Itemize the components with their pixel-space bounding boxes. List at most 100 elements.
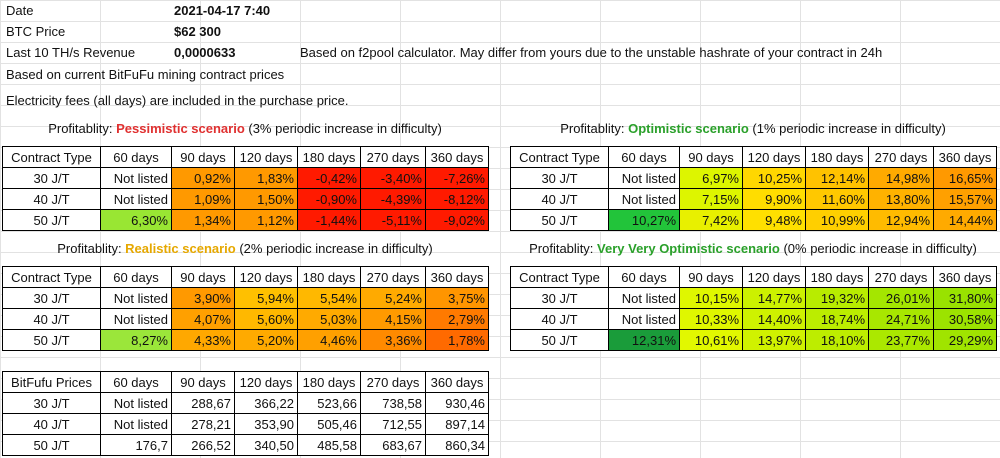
header-cell[interactable]: 90 days [171, 146, 235, 168]
value-cell[interactable]: -8,12% [425, 188, 489, 210]
row-label-cell[interactable]: 40 J/T [2, 413, 101, 435]
value-cell[interactable]: 11,60% [805, 188, 869, 210]
value-cell[interactable]: 278,21 [171, 413, 235, 435]
value-cell[interactable]: 930,46 [425, 392, 489, 414]
value-cell[interactable]: 9,48% [742, 209, 806, 231]
value-cell[interactable]: 26,01% [868, 287, 934, 309]
value-cell[interactable]: Not listed [608, 188, 680, 210]
header-cell[interactable]: 360 days [933, 146, 997, 168]
value-cell[interactable]: -0,42% [297, 167, 361, 189]
header-cell[interactable]: 90 days [171, 266, 235, 288]
value-cell[interactable]: -5,11% [360, 209, 426, 231]
btc-price-value[interactable]: $62 300 [174, 24, 221, 39]
value-cell[interactable]: 13,80% [868, 188, 934, 210]
header-cell[interactable]: 120 days [234, 146, 298, 168]
header-cell[interactable]: 270 days [360, 371, 426, 393]
value-cell[interactable]: 1,34% [171, 209, 235, 231]
header-cell[interactable]: 270 days [360, 266, 426, 288]
value-cell[interactable]: 738,58 [360, 392, 426, 414]
header-cell[interactable]: 60 days [100, 266, 172, 288]
value-cell[interactable]: 5,24% [360, 287, 426, 309]
value-cell[interactable]: 4,15% [360, 308, 426, 330]
value-cell[interactable]: 10,25% [742, 167, 806, 189]
value-cell[interactable]: -3,40% [360, 167, 426, 189]
value-cell[interactable]: Not listed [100, 287, 172, 309]
row-label-cell[interactable]: 50 J/T [510, 329, 609, 351]
value-cell[interactable]: 5,03% [297, 308, 361, 330]
value-cell[interactable]: 4,33% [171, 329, 235, 351]
value-cell[interactable]: 9,90% [742, 188, 806, 210]
value-cell[interactable]: 1,12% [234, 209, 298, 231]
header-cell[interactable]: 180 days [805, 146, 869, 168]
value-cell[interactable]: 3,36% [360, 329, 426, 351]
header-cell[interactable]: 360 days [425, 266, 489, 288]
header-cell[interactable]: BitFufu Prices [2, 371, 101, 393]
value-cell[interactable]: Not listed [100, 188, 172, 210]
value-cell[interactable]: 10,27% [608, 209, 680, 231]
value-cell[interactable]: 860,34 [425, 434, 489, 456]
value-cell[interactable]: Not listed [608, 167, 680, 189]
value-cell[interactable]: 30,58% [933, 308, 997, 330]
value-cell[interactable]: 6,30% [100, 209, 172, 231]
row-label-cell[interactable]: 50 J/T [510, 209, 609, 231]
electricity-note[interactable]: Electricity fees (all days) are included… [6, 93, 349, 108]
row-label-cell[interactable]: 40 J/T [2, 308, 101, 330]
header-cell[interactable]: Contract Type [510, 266, 609, 288]
value-cell[interactable]: 4,46% [297, 329, 361, 351]
value-cell[interactable]: 712,55 [360, 413, 426, 435]
value-cell[interactable]: 14,98% [868, 167, 934, 189]
btc-price-label[interactable]: BTC Price [6, 24, 66, 39]
revenue-note[interactable]: Based on f2pool calculator. May differ f… [300, 45, 883, 60]
row-label-cell[interactable]: 40 J/T [510, 188, 609, 210]
row-label-cell[interactable]: 50 J/T [2, 329, 101, 351]
value-cell[interactable]: 23,77% [868, 329, 934, 351]
value-cell[interactable]: 1,50% [234, 188, 298, 210]
value-cell[interactable]: 12,31% [608, 329, 680, 351]
row-label-cell[interactable]: 40 J/T [2, 188, 101, 210]
value-cell[interactable]: 0,92% [171, 167, 235, 189]
header-cell[interactable]: 270 days [360, 146, 426, 168]
value-cell[interactable]: Not listed [100, 308, 172, 330]
header-cell[interactable]: 120 days [234, 266, 298, 288]
value-cell[interactable]: 29,29% [933, 329, 997, 351]
header-cell[interactable]: 90 days [679, 146, 743, 168]
value-cell[interactable]: -4,39% [360, 188, 426, 210]
value-cell[interactable]: 7,15% [679, 188, 743, 210]
value-cell[interactable]: 14,44% [933, 209, 997, 231]
value-cell[interactable]: 897,14 [425, 413, 489, 435]
header-cell[interactable]: 90 days [171, 371, 235, 393]
header-cell[interactable]: 360 days [933, 266, 997, 288]
value-cell[interactable]: 14,77% [742, 287, 806, 309]
header-cell[interactable]: 180 days [297, 266, 361, 288]
row-label-cell[interactable]: 30 J/T [510, 167, 609, 189]
value-cell[interactable]: 1,78% [425, 329, 489, 351]
value-cell[interactable]: 266,52 [171, 434, 235, 456]
row-label-cell[interactable]: 50 J/T [2, 434, 101, 456]
header-cell[interactable]: Contract Type [510, 146, 609, 168]
value-cell[interactable]: 523,66 [297, 392, 361, 414]
header-cell[interactable]: 360 days [425, 146, 489, 168]
header-cell[interactable]: 60 days [608, 266, 680, 288]
header-cell[interactable]: 180 days [297, 371, 361, 393]
value-cell[interactable]: 12,94% [868, 209, 934, 231]
value-cell[interactable]: 485,58 [297, 434, 361, 456]
value-cell[interactable]: 18,10% [805, 329, 869, 351]
header-cell[interactable]: 270 days [868, 146, 934, 168]
value-cell[interactable]: -7,26% [425, 167, 489, 189]
header-cell[interactable]: 120 days [742, 146, 806, 168]
value-cell[interactable]: 8,27% [100, 329, 172, 351]
value-cell[interactable]: 4,07% [171, 308, 235, 330]
header-cell[interactable]: 180 days [805, 266, 869, 288]
value-cell[interactable]: Not listed [100, 392, 172, 414]
value-cell[interactable]: 10,15% [679, 287, 743, 309]
value-cell[interactable]: 288,67 [171, 392, 235, 414]
value-cell[interactable]: 1,83% [234, 167, 298, 189]
header-cell[interactable]: 60 days [608, 146, 680, 168]
row-label-cell[interactable]: 40 J/T [510, 308, 609, 330]
value-cell[interactable]: 31,80% [933, 287, 997, 309]
value-cell[interactable]: 18,74% [805, 308, 869, 330]
value-cell[interactable]: Not listed [608, 308, 680, 330]
header-cell[interactable]: 120 days [234, 371, 298, 393]
value-cell[interactable]: 3,90% [171, 287, 235, 309]
row-label-cell[interactable]: 50 J/T [2, 209, 101, 231]
